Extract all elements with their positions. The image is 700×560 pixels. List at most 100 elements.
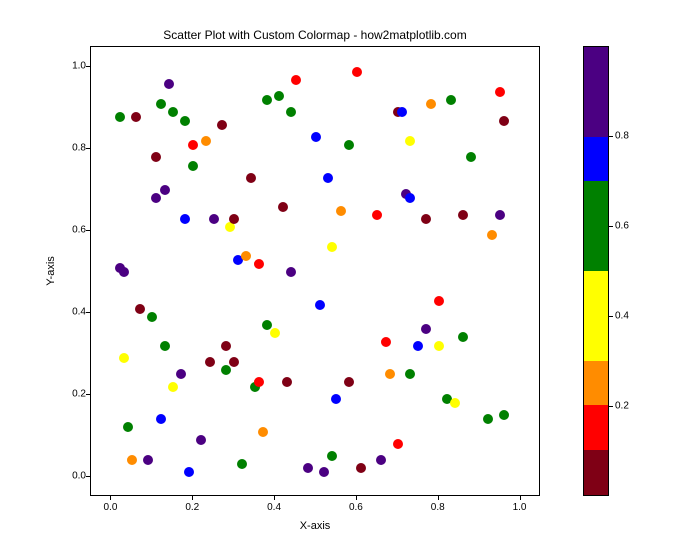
scatter-point: [434, 296, 444, 306]
scatter-point: [176, 369, 186, 379]
scatter-point: [127, 455, 137, 465]
scatter-point: [119, 353, 129, 363]
scatter-point: [323, 173, 333, 183]
scatter-point: [458, 210, 468, 220]
scatter-point: [201, 136, 211, 146]
y-tick-label: 0.6: [62, 225, 86, 236]
plot-area: [90, 46, 540, 496]
scatter-point: [286, 107, 296, 117]
scatter-point: [372, 210, 382, 220]
x-tick-label: 0.8: [431, 502, 445, 513]
y-tick-label: 0.2: [62, 388, 86, 399]
scatter-point: [315, 300, 325, 310]
scatter-point: [385, 369, 395, 379]
scatter-point: [286, 267, 296, 277]
scatter-point: [336, 206, 346, 216]
scatter-point: [205, 357, 215, 367]
scatter-point: [421, 324, 431, 334]
scatter-point: [209, 214, 219, 224]
scatter-point: [262, 95, 272, 105]
scatter-point: [217, 120, 227, 130]
colorbar-tick: [609, 226, 613, 227]
scatter-chart-figure: Scatter Plot with Custom Colormap - how2…: [0, 0, 700, 560]
x-tick: [356, 495, 357, 500]
scatter-point: [413, 341, 423, 351]
colorbar-tick: [609, 316, 613, 317]
scatter-point: [180, 116, 190, 126]
scatter-point: [405, 193, 415, 203]
colorbar-tick: [609, 406, 613, 407]
x-tick-label: 0.6: [349, 502, 363, 513]
scatter-point: [376, 455, 386, 465]
scatter-point: [458, 332, 468, 342]
scatter-point: [131, 112, 141, 122]
colorbar-segment: [584, 271, 608, 316]
y-axis-label: Y-axis: [44, 46, 58, 496]
scatter-point: [331, 394, 341, 404]
colorbar-segment: [584, 361, 608, 406]
colorbar-segment: [584, 226, 608, 271]
y-tick: [86, 476, 91, 477]
y-tick-label: 0.4: [62, 306, 86, 317]
x-tick-label: 0.4: [267, 502, 281, 513]
scatter-point: [258, 427, 268, 437]
scatter-point: [241, 251, 251, 261]
scatter-point: [278, 202, 288, 212]
x-tick: [110, 495, 111, 500]
y-tick-label: 0.8: [62, 143, 86, 154]
scatter-point: [319, 467, 329, 477]
scatter-point: [180, 214, 190, 224]
scatter-point: [229, 214, 239, 224]
scatter-point: [344, 140, 354, 150]
scatter-point: [352, 67, 362, 77]
scatter-point: [483, 414, 493, 424]
colorbar-tick-label: 0.4: [615, 311, 629, 322]
scatter-point: [426, 99, 436, 109]
scatter-point: [327, 242, 337, 252]
scatter-point: [397, 107, 407, 117]
scatter-point: [151, 193, 161, 203]
scatter-point: [487, 230, 497, 240]
y-tick: [86, 66, 91, 67]
scatter-point: [160, 341, 170, 351]
scatter-point: [421, 214, 431, 224]
scatter-point: [221, 365, 231, 375]
scatter-point: [237, 459, 247, 469]
scatter-point: [381, 337, 391, 347]
scatter-point: [356, 463, 366, 473]
scatter-point: [303, 463, 313, 473]
scatter-point: [184, 467, 194, 477]
scatter-point: [254, 259, 264, 269]
scatter-point: [160, 185, 170, 195]
scatter-point: [434, 341, 444, 351]
scatter-point: [495, 87, 505, 97]
scatter-point: [405, 136, 415, 146]
scatter-point: [246, 173, 256, 183]
y-tick: [86, 312, 91, 313]
x-tick-label: 0.2: [185, 502, 199, 513]
scatter-point: [147, 312, 157, 322]
scatter-point: [393, 439, 403, 449]
scatter-point: [168, 107, 178, 117]
colorbar-segment: [584, 450, 608, 495]
scatter-point: [499, 116, 509, 126]
x-tick: [438, 495, 439, 500]
x-tick: [192, 495, 193, 500]
colorbar-tick: [609, 136, 613, 137]
scatter-point: [123, 422, 133, 432]
scatter-point: [344, 377, 354, 387]
scatter-point: [262, 320, 272, 330]
scatter-point: [495, 210, 505, 220]
scatter-point: [499, 410, 509, 420]
scatter-point: [196, 435, 206, 445]
scatter-point: [156, 99, 166, 109]
scatter-point: [188, 140, 198, 150]
scatter-point: [270, 328, 280, 338]
y-tick: [86, 148, 91, 149]
scatter-point: [446, 95, 456, 105]
scatter-point: [188, 161, 198, 171]
scatter-point: [164, 79, 174, 89]
x-tick: [274, 495, 275, 500]
x-axis-label: X-axis: [90, 520, 540, 532]
colorbar-segment: [584, 92, 608, 137]
